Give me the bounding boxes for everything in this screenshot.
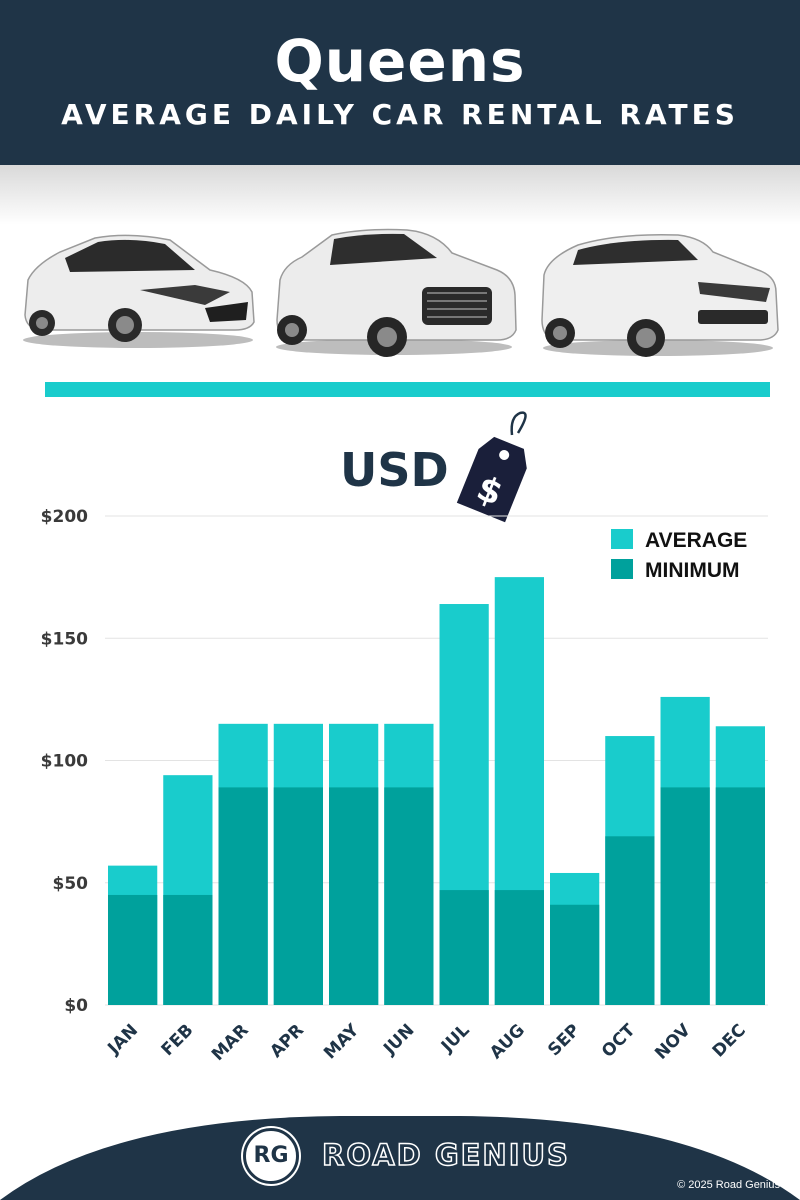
- x-tick-label: MAY: [320, 1020, 363, 1063]
- bar-minimum-sep: [550, 904, 600, 1005]
- bar-minimum-mar: [218, 787, 268, 1005]
- bar-minimum-aug: [494, 890, 544, 1005]
- bar-minimum-jun: [384, 787, 434, 1005]
- x-tick-label: DEC: [709, 1020, 750, 1061]
- copyright-text: © 2025 Road Genius: [677, 1179, 780, 1191]
- legend: AVERAGE MINIMUM: [611, 529, 747, 582]
- currency-label: USD: [340, 443, 449, 497]
- x-tick-label: NOV: [651, 1020, 695, 1064]
- cars-illustration-band: [0, 165, 800, 365]
- bar-minimum-may: [329, 787, 379, 1005]
- legend-swatch-minimum: [611, 559, 633, 579]
- header-banner: Queens AVERAGE DAILY CAR RENTAL RATES: [0, 0, 800, 165]
- road-genius-logo-icon: RG: [243, 1128, 299, 1184]
- price-tag-icon: $: [456, 411, 527, 523]
- bar-minimum-nov: [660, 787, 710, 1005]
- y-tick-label: $150: [41, 629, 88, 649]
- y-tick-label: $200: [41, 507, 88, 527]
- x-tick-label: AUG: [486, 1020, 529, 1063]
- luxury-suv-car-image: [541, 233, 779, 357]
- hatchback-car-image: [23, 234, 255, 348]
- rental-rates-chart: $0 $50 $100 $150 $200 JAN FEB MAR APR MAY JUN JUL A…: [41, 507, 768, 1065]
- bars: [108, 577, 765, 1005]
- bar-minimum-jan: [108, 894, 158, 1005]
- x-tick-label: OCT: [598, 1020, 640, 1062]
- legend-label-average: AVERAGE: [645, 529, 747, 552]
- x-axis-labels: JAN FEB MAR APR MAY JUN JUL AUG SEP OCT NOV DEC: [103, 1020, 749, 1065]
- legend-label-minimum: MINIMUM: [645, 559, 739, 582]
- footer-banner: [0, 1116, 800, 1200]
- page-title: Queens: [274, 27, 526, 95]
- bar-minimum-jul: [439, 890, 489, 1005]
- x-tick-label: JUN: [379, 1020, 418, 1059]
- x-tick-label: APR: [266, 1020, 308, 1062]
- y-axis-ticks: $0 $50 $100 $150 $200: [41, 507, 88, 1016]
- legend-swatch-average: [611, 529, 633, 549]
- bar-minimum-feb: [163, 894, 213, 1005]
- y-tick-label: $0: [64, 996, 88, 1016]
- x-tick-label: JAN: [103, 1020, 142, 1059]
- x-tick-label: FEB: [158, 1020, 198, 1060]
- grid-lines: [105, 515, 768, 1006]
- suv-car-image: [276, 228, 517, 357]
- brand-name: ROAD GENIUS: [321, 1137, 570, 1173]
- bar-minimum-dec: [715, 787, 765, 1005]
- x-tick-label: JUL: [437, 1020, 474, 1057]
- cars-illustration: [23, 228, 779, 357]
- x-tick-label: SEP: [544, 1020, 584, 1060]
- y-tick-label: $50: [53, 874, 89, 894]
- y-tick-label: $100: [41, 752, 88, 772]
- bar-minimum-oct: [605, 836, 655, 1005]
- bar-minimum-apr: [273, 787, 323, 1005]
- x-tick-label: MAR: [208, 1020, 253, 1065]
- accent-divider-bar: [45, 382, 770, 397]
- page-subtitle: AVERAGE DAILY CAR RENTAL RATES: [61, 98, 739, 131]
